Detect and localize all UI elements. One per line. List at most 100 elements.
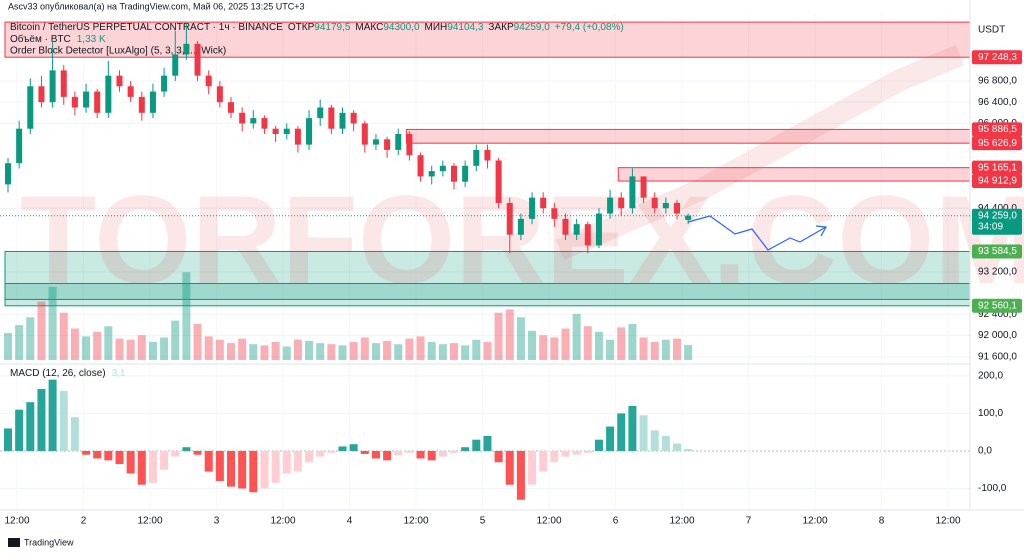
x-tick-label: 12:00 <box>669 516 694 527</box>
volume-bar <box>394 344 403 360</box>
candle-body <box>94 91 101 113</box>
macd-bar <box>70 417 79 451</box>
candle-body <box>194 43 201 76</box>
volume-bar <box>583 326 592 360</box>
x-tick-label: 8 <box>879 516 885 527</box>
y-tick-label: 93 200,0 <box>978 267 1017 278</box>
candle-body <box>71 96 78 108</box>
candle-body <box>228 102 234 113</box>
candle-body <box>372 139 379 145</box>
volume-bar <box>338 345 347 360</box>
y-tick-label: 96 400,0 <box>978 97 1017 108</box>
candle-body <box>540 197 547 209</box>
ohlc-value: 94300,0 <box>383 22 420 33</box>
candle-body <box>640 176 647 198</box>
candle-body <box>27 86 34 129</box>
candle-body <box>651 197 658 209</box>
candle-body <box>629 176 636 209</box>
candle-body <box>216 86 223 103</box>
macd-bar <box>661 435 670 451</box>
ohlc-value: 94104,3 <box>447 22 484 33</box>
volume-bar <box>70 328 79 360</box>
volume-bar <box>550 337 559 360</box>
candle-body <box>451 165 457 182</box>
macd-tick-label: 0,0 <box>978 446 992 457</box>
volume-bar <box>405 338 414 360</box>
macd-tick-label: -100,0 <box>978 483 1007 494</box>
volume-bar <box>483 342 492 360</box>
x-tick-label: 12:00 <box>137 516 162 527</box>
price-tag <box>972 160 1022 175</box>
x-tick-label: 6 <box>613 516 619 527</box>
macd-bar <box>650 430 659 451</box>
macd-bar <box>48 379 57 451</box>
volume-bar <box>561 328 570 360</box>
candle-body <box>573 224 580 235</box>
volume-bar <box>383 340 392 360</box>
macd-readout: 3,1 <box>112 368 126 379</box>
macd-bar <box>148 450 157 483</box>
volume-bar <box>438 344 447 360</box>
price-tag-label: 92 560,1 <box>978 300 1017 311</box>
macd-bar <box>215 450 224 481</box>
publisher-line: Ascv33 опубликовал(а) на TradingView.com… <box>8 1 304 11</box>
currency: USDT <box>978 25 1005 36</box>
forecast-path <box>687 215 827 251</box>
order-block <box>405 128 971 144</box>
candle-body <box>662 202 669 209</box>
macd-bar <box>572 450 581 455</box>
ohlc-label: МИН <box>425 22 448 33</box>
price-tag <box>972 122 1022 137</box>
macd-bar <box>550 450 559 463</box>
volume-bar <box>316 343 325 360</box>
x-tick-label: 3 <box>214 516 220 527</box>
price-tag-label: 94 259,0 <box>978 210 1017 221</box>
volume-bar <box>93 331 102 360</box>
change: +79,4 (+0,08%) <box>555 22 624 33</box>
macd-bar <box>4 428 12 451</box>
candle-body <box>618 197 625 209</box>
volume-bar <box>516 317 525 360</box>
macd-bar <box>528 450 537 485</box>
volume-bar <box>684 345 693 360</box>
candle-body <box>439 165 446 172</box>
candle-body <box>685 215 692 220</box>
price-tag-label: 95 626,9 <box>978 138 1017 149</box>
volume-bar <box>305 340 314 360</box>
x-tick-label: 4 <box>347 516 353 527</box>
macd-bar <box>349 444 358 451</box>
candle-body <box>384 139 391 150</box>
volume-bar <box>59 312 68 360</box>
candle-body <box>428 171 435 177</box>
candle-body <box>462 165 469 182</box>
indicator-title: Order Block Detector [LuxAlgo] (5, 3, 3,… <box>10 46 226 57</box>
volume-bar <box>461 345 470 360</box>
price-tag-label: 93 584,5 <box>978 246 1017 257</box>
price-tag <box>972 174 1022 189</box>
volume-bar <box>48 286 57 360</box>
x-tick-label: 12:00 <box>536 516 561 527</box>
y-tick-label: 94 400,0 <box>978 203 1017 214</box>
price-tag <box>972 298 1022 313</box>
macd-bar <box>360 450 369 454</box>
macd-bar <box>193 450 202 455</box>
volume-bar <box>215 339 224 360</box>
candle-body <box>674 202 680 214</box>
candle-body <box>584 224 591 246</box>
macd-bar <box>639 415 648 451</box>
y-tick-label: 92 400,0 <box>978 309 1017 320</box>
ohlc-value: 94179,5 <box>314 22 351 33</box>
footer-brand: TradingView <box>24 537 74 547</box>
volume-bar <box>15 325 24 360</box>
volume-bar <box>204 336 213 360</box>
volume-bar <box>293 339 302 360</box>
candle-body <box>38 86 45 103</box>
price-tag-label: 95 886,5 <box>978 124 1017 135</box>
volume-bar <box>427 342 436 360</box>
volume-bar <box>617 327 626 360</box>
candle-body <box>361 123 368 145</box>
volume-bar <box>661 339 670 360</box>
macd-bar <box>427 450 436 461</box>
candle-body <box>149 91 156 113</box>
